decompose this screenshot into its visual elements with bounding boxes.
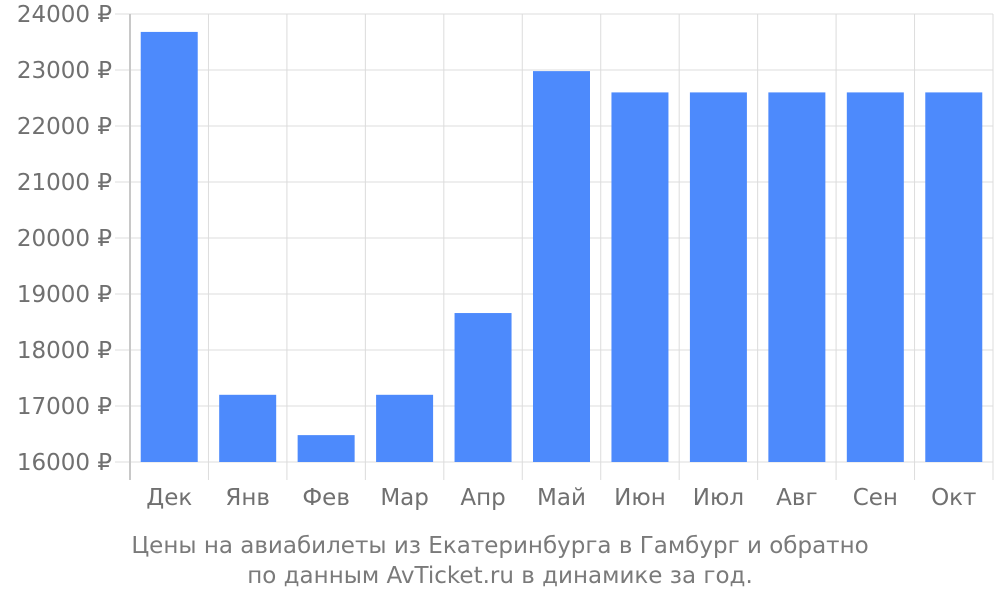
axes: 16000 ₽ 17000 ₽ 18000 ₽ 19000 ₽ 20000 ₽ 21000… — [17, 2, 977, 511]
bar — [297, 435, 355, 462]
x-tick-label: Янв — [225, 485, 270, 511]
x-tick-label: Май — [537, 485, 586, 511]
x-tick-label: Сен — [853, 485, 898, 511]
bar — [846, 92, 904, 463]
y-tick-label: 22000 ₽ — [17, 114, 112, 140]
bar — [454, 313, 512, 462]
chart-caption-line-2: по данным AvTicket.ru в динамике за год. — [247, 563, 753, 589]
x-tick-label: Окт — [931, 485, 976, 511]
y-tick-label: 23000 ₽ — [17, 58, 112, 84]
x-tick-label: Фев — [302, 485, 350, 511]
y-tick-label: 17000 ₽ — [17, 394, 112, 420]
bar — [376, 394, 434, 462]
bar — [689, 92, 747, 463]
bar — [611, 92, 669, 463]
bar — [533, 71, 590, 463]
bar-chart: 16000 ₽ 17000 ₽ 18000 ₽ 19000 ₽ 20000 ₽ 21000… — [17, 2, 994, 511]
bar — [140, 31, 198, 462]
y-tick-label: 21000 ₽ — [17, 170, 112, 196]
bar — [219, 394, 277, 462]
bar — [768, 92, 826, 463]
x-tick-label: Авг — [776, 485, 817, 511]
x-tick-label: Апр — [460, 485, 505, 511]
y-tick-label: 18000 ₽ — [17, 338, 112, 364]
bar — [925, 92, 983, 463]
y-tick-label: 16000 ₽ — [17, 450, 112, 476]
x-tick-label: Мар — [380, 485, 429, 511]
chart-caption-line-1: Цены на авиабилеты из Екатеринбурга в Га… — [131, 533, 869, 559]
y-tick-label: 20000 ₽ — [17, 226, 112, 252]
x-tick-label: Июл — [693, 485, 744, 511]
bars — [140, 31, 983, 463]
x-tick-label: Дек — [146, 485, 192, 511]
x-tick-label: Июн — [614, 485, 666, 511]
y-tick-label: 19000 ₽ — [17, 282, 112, 308]
y-tick-label: 24000 ₽ — [17, 2, 112, 28]
